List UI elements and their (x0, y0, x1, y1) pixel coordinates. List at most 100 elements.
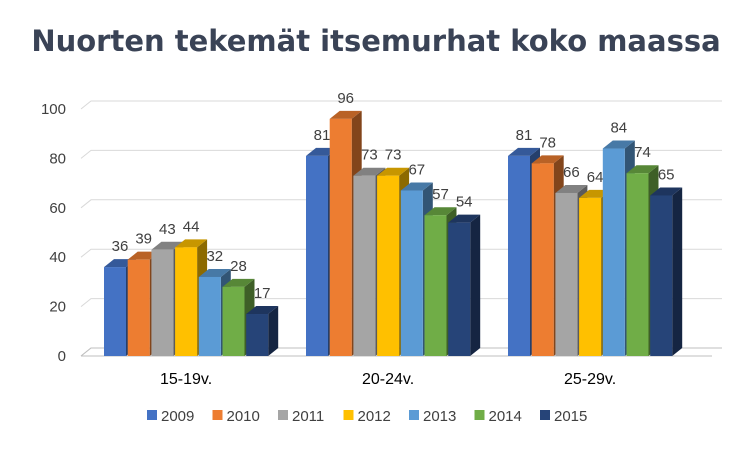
data-label: 74 (634, 144, 651, 161)
bar-top (246, 306, 279, 315)
legend-label: 2012 (358, 408, 391, 425)
bar-top (448, 214, 481, 223)
data-label: 32 (206, 248, 223, 265)
bar (448, 214, 481, 356)
bar-top (377, 167, 410, 176)
legend-label: 2011 (292, 408, 324, 425)
legend-label: 2015 (554, 408, 587, 425)
data-label: 67 (408, 162, 425, 179)
legend-item: 2009 (147, 408, 194, 425)
data-label: 28 (230, 258, 247, 275)
bar-top (198, 268, 231, 277)
x-axis-categories: 15-19v. 20-24v. 25-29v. (160, 371, 616, 388)
bar-front (246, 314, 269, 356)
bar-front (508, 155, 530, 356)
bar-front (579, 197, 602, 356)
bar-front (377, 175, 400, 356)
legend-label: 2013 (423, 408, 456, 425)
bar-front (353, 175, 376, 356)
bar-front (448, 222, 471, 356)
bar-front (555, 192, 578, 356)
legend-label: 2009 (161, 408, 194, 425)
data-label: 84 (610, 120, 627, 137)
data-label: 81 (516, 127, 533, 144)
data-label: 64 (587, 169, 604, 186)
data-label: 65 (658, 166, 675, 183)
bar-top (329, 110, 362, 119)
bar-top (531, 155, 564, 164)
gridline (80, 100, 722, 110)
bar-side (268, 306, 279, 356)
bar-top (424, 207, 457, 216)
data-label: 43 (159, 221, 176, 238)
y-tick-label: 60 (49, 200, 66, 217)
data-label: 36 (112, 238, 129, 255)
legend-swatch (278, 410, 288, 420)
legend-item: 2011 (278, 408, 324, 425)
y-tick-label: 80 (49, 150, 66, 167)
chart-title: Nuorten tekemät itsemurhat koko maassa (31, 24, 720, 58)
bar (650, 187, 683, 356)
data-label: 54 (456, 194, 473, 211)
legend: 2009 2010 2011 2012 2013 2014 2015 (147, 408, 587, 425)
data-label: 73 (385, 147, 402, 164)
bar-top (508, 147, 540, 156)
data-label: 57 (432, 186, 449, 203)
bar-front (151, 249, 174, 356)
bar-front (198, 276, 221, 356)
bar-front (306, 155, 328, 356)
legend-swatch (474, 410, 485, 420)
data-label: 81 (314, 127, 331, 144)
bar (246, 306, 279, 356)
bar-top (353, 167, 386, 176)
y-tick-label: 100 (41, 101, 66, 118)
legend-swatch (540, 410, 550, 420)
legend-item: 2010 (212, 408, 260, 425)
data-label: 73 (361, 147, 378, 164)
gridline (80, 149, 722, 159)
data-label: 39 (135, 231, 152, 248)
x-category-label: 20-24v. (362, 371, 414, 388)
bar-front (222, 286, 245, 356)
legend-swatch (212, 410, 223, 420)
legend-item: 2013 (409, 408, 456, 425)
bar-front (650, 195, 673, 356)
data-label: 44 (183, 218, 200, 235)
bar-top (400, 182, 433, 191)
bar-front (329, 118, 352, 356)
data-label: 17 (254, 285, 271, 302)
bar-front (175, 247, 198, 356)
bar-side (470, 214, 481, 356)
gridlines (80, 100, 722, 357)
bar-front (626, 173, 649, 356)
y-tick-label: 0 (58, 348, 66, 365)
bar-front (531, 163, 554, 356)
bar-top (222, 278, 255, 287)
legend-label: 2010 (227, 408, 260, 425)
legend-item: 2015 (540, 408, 587, 425)
bar-side (672, 187, 683, 356)
bar-top (650, 187, 683, 196)
bars (104, 110, 683, 356)
legend-item: 2012 (343, 408, 391, 425)
y-tick-label: 40 (49, 249, 66, 266)
data-label: 96 (337, 90, 354, 107)
y-axis-ticks: 0 20 40 60 80 100 (41, 101, 66, 365)
bar-top (602, 140, 635, 149)
y-tick-label: 20 (49, 299, 66, 316)
x-category-label: 15-19v. (160, 371, 212, 388)
bar-front (127, 259, 150, 356)
legend-swatch (343, 410, 354, 420)
bar-front (400, 190, 423, 356)
data-label: 78 (539, 134, 556, 151)
legend-label: 2014 (489, 408, 522, 425)
bar-top (175, 239, 208, 248)
data-labels: 36 39 43 44 32 28 17 81 96 73 73 67 57 54 81 78 66 64 84 74… (112, 90, 675, 302)
bar-front (602, 148, 625, 356)
bar-front (424, 215, 447, 356)
bar-top (555, 184, 588, 193)
x-category-label: 25-29v. (564, 371, 616, 388)
data-label: 66 (563, 164, 580, 181)
